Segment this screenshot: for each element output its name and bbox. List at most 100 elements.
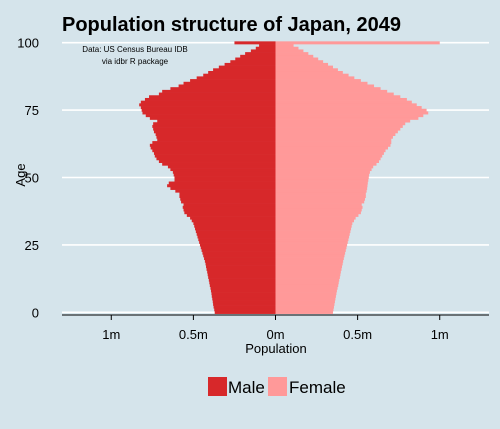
bar-male-age-49	[174, 178, 276, 182]
bar-male-age-33	[193, 221, 276, 225]
bar-female-age-51	[275, 173, 370, 177]
bar-male-age-43	[179, 195, 276, 199]
bar-female-age-20	[275, 257, 344, 261]
bar-female-age-85	[275, 81, 368, 85]
bar-male-age-21	[203, 254, 276, 258]
bar-male-age-54	[167, 165, 276, 169]
bar-male-age-1	[214, 308, 276, 312]
bar-male-age-2	[213, 305, 276, 309]
bar-female-age-7	[275, 292, 337, 296]
bar-female-age-89	[275, 71, 343, 74]
bar-female-age-1	[275, 308, 334, 312]
bar-female-age-75	[275, 108, 427, 112]
y-tick-label-0: 0	[32, 305, 39, 320]
legend-swatch-male	[208, 377, 227, 396]
x-tick-label-4: 1m	[431, 327, 449, 342]
bar-female-age-66	[275, 133, 396, 137]
bar-female-age-48	[275, 181, 368, 185]
bar-male-age-10	[209, 284, 276, 287]
bar-female-age-81	[275, 92, 394, 96]
bar-female-age-53	[275, 168, 372, 172]
bar-female-age-92	[275, 62, 329, 66]
x-tick-label-0: 1m	[102, 327, 120, 342]
bar-male-age-14	[207, 273, 276, 277]
bar-male-age-0	[214, 310, 276, 314]
bar-female-age-59	[275, 151, 384, 155]
bar-male-age-48	[168, 181, 276, 185]
bar-female-age-91	[275, 65, 333, 69]
bar-female-age-97	[275, 49, 304, 53]
bar-female-age-90	[275, 68, 338, 72]
bar-male-age-16	[206, 267, 276, 271]
bar-female-age-83	[275, 87, 381, 91]
bar-male-age-96	[245, 52, 276, 56]
bar-male-age-84	[178, 84, 276, 88]
bar-female-age-60	[275, 149, 386, 153]
bar-male-age-95	[240, 54, 276, 58]
bar-male-age-20	[204, 257, 276, 261]
bar-male-age-59	[153, 151, 276, 155]
bar-male-age-22	[202, 251, 276, 255]
bar-male-age-23	[201, 248, 276, 252]
y-tick-label-100: 100	[17, 36, 39, 51]
bar-male-age-35	[190, 216, 276, 220]
bar-male-age-12	[208, 278, 276, 282]
bar-male-age-97	[250, 49, 276, 53]
bar-female-age-31	[275, 227, 352, 231]
bar-female-age-3	[275, 302, 335, 306]
bar-female-age-80	[275, 95, 401, 99]
bar-female-age-94	[275, 57, 319, 61]
bar-male-age-66	[155, 133, 276, 137]
bar-female-age-63	[275, 141, 392, 145]
bar-male-age-32	[194, 224, 276, 228]
bar-female-age-13	[275, 275, 340, 279]
y-axis-label: Age	[13, 163, 28, 186]
bar-male-age-53	[170, 168, 276, 172]
bar-male-age-7	[211, 292, 276, 296]
bar-male-age-56	[158, 159, 276, 163]
bar-male-age-73	[145, 114, 276, 118]
bar-male-age-51	[173, 173, 276, 177]
bar-male-age-55	[162, 162, 276, 166]
bar-male-age-94	[235, 57, 276, 61]
x-tick-label-3: 0.5m	[343, 327, 372, 342]
bar-female-age-62	[275, 143, 391, 147]
bar-female-age-70	[275, 122, 406, 126]
bar-male-age-57	[156, 157, 276, 161]
bar-female-age-33	[275, 221, 353, 225]
bar-male-age-82	[162, 89, 276, 93]
bar-male-age-78	[140, 100, 276, 104]
bar-female-age-68	[275, 127, 401, 131]
bar-female-age-29	[275, 232, 350, 236]
bar-female-age-36	[275, 213, 359, 217]
bar-male-age-47	[167, 184, 276, 188]
bar-male-age-71	[157, 119, 276, 123]
bar-male-age-50	[174, 176, 276, 180]
bar-female-age-84	[275, 84, 375, 88]
bar-male-age-68	[153, 127, 276, 131]
bar-female-age-86	[275, 79, 361, 83]
bar-male-age-64	[157, 138, 276, 142]
legend-label-male: Male	[228, 378, 265, 397]
bar-male-age-26	[199, 240, 276, 244]
bar-male-age-80	[149, 95, 276, 99]
bar-male-age-99	[259, 44, 276, 48]
bar-male-age-39	[182, 205, 276, 209]
bar-male-age-6	[211, 294, 276, 298]
bar-female-age-71	[275, 119, 411, 123]
bar-male-age-18	[205, 262, 276, 266]
bar-male-age-83	[170, 87, 276, 91]
bar-female-age-99	[275, 44, 294, 48]
bar-male-age-76	[140, 106, 276, 110]
bar-male-age-41	[181, 200, 276, 204]
y-tick-label-50: 50	[25, 171, 39, 186]
chart-title: Population structure of Japan, 2049	[62, 14, 401, 36]
bar-female-age-18	[275, 262, 343, 266]
bar-female-age-30	[275, 230, 351, 234]
bar-male-age-79	[144, 97, 276, 101]
bar-female-age-21	[275, 254, 345, 258]
bar-female-age-82	[275, 89, 388, 93]
bar-male-age-42	[180, 197, 276, 201]
bar-female-age-46	[275, 186, 368, 190]
